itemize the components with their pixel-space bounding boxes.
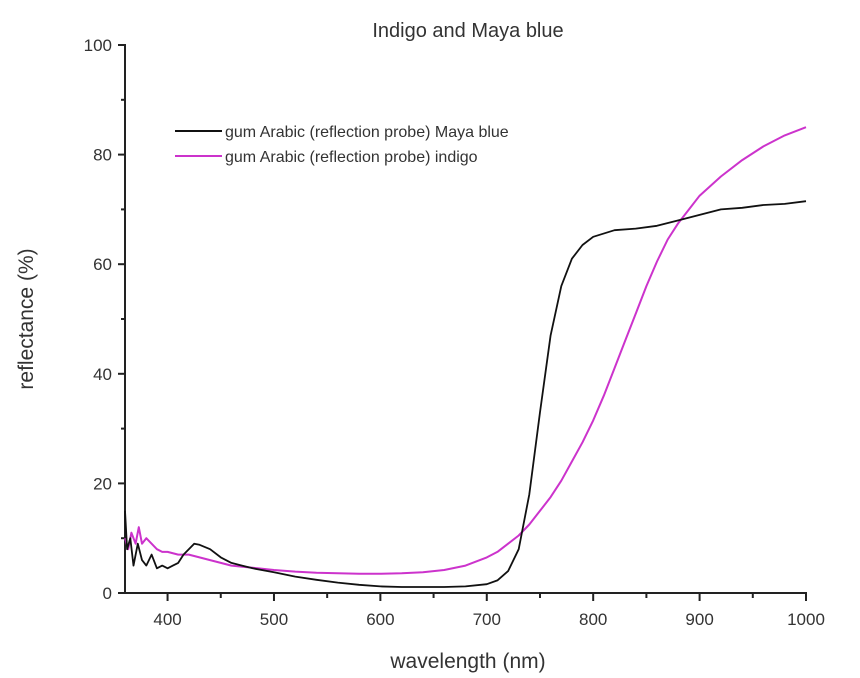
y-tick-label: 0	[103, 584, 112, 603]
x-tick-label: 800	[579, 610, 607, 629]
x-tick-label: 400	[153, 610, 181, 629]
y-tick-label: 80	[93, 146, 112, 165]
y-tick-label: 40	[93, 365, 112, 384]
x-axis-ticks: 400 500 600 700 800 900 1000	[153, 593, 825, 629]
legend-label-maya-blue: gum Arabic (reflection probe) Maya blue	[225, 124, 509, 141]
y-tick-label: 20	[93, 474, 112, 493]
legend-item-maya-blue: gum Arabic (reflection probe) Maya blue	[175, 124, 509, 141]
x-tick-label: 500	[260, 610, 288, 629]
x-tick-label: 600	[366, 610, 394, 629]
series-lines	[124, 126, 807, 588]
y-tick-label: 100	[84, 36, 112, 55]
legend: gum Arabic (reflection probe) Maya blue …	[175, 124, 509, 166]
y-tick-label: 60	[93, 255, 112, 274]
plot-area: 0 20 40 60 80 100 400 500 600 700 800 900 1000	[84, 36, 825, 629]
y-axis-ticks: 0 20 40 60 80 100	[84, 36, 125, 603]
x-axis-title: wavelength (nm)	[389, 650, 545, 673]
x-tick-label: 1000	[787, 610, 825, 629]
chart-title: Indigo and Maya blue	[372, 20, 563, 42]
series-line-indigo	[124, 126, 807, 575]
series-line-maya-blue	[124, 200, 807, 588]
legend-label-indigo: gum Arabic (reflection probe) indigo	[225, 149, 478, 166]
x-tick-label: 900	[685, 610, 713, 629]
y-axis-title: reflectance (%)	[15, 248, 38, 389]
x-tick-label: 700	[473, 610, 501, 629]
legend-item-indigo: gum Arabic (reflection probe) indigo	[175, 149, 478, 166]
